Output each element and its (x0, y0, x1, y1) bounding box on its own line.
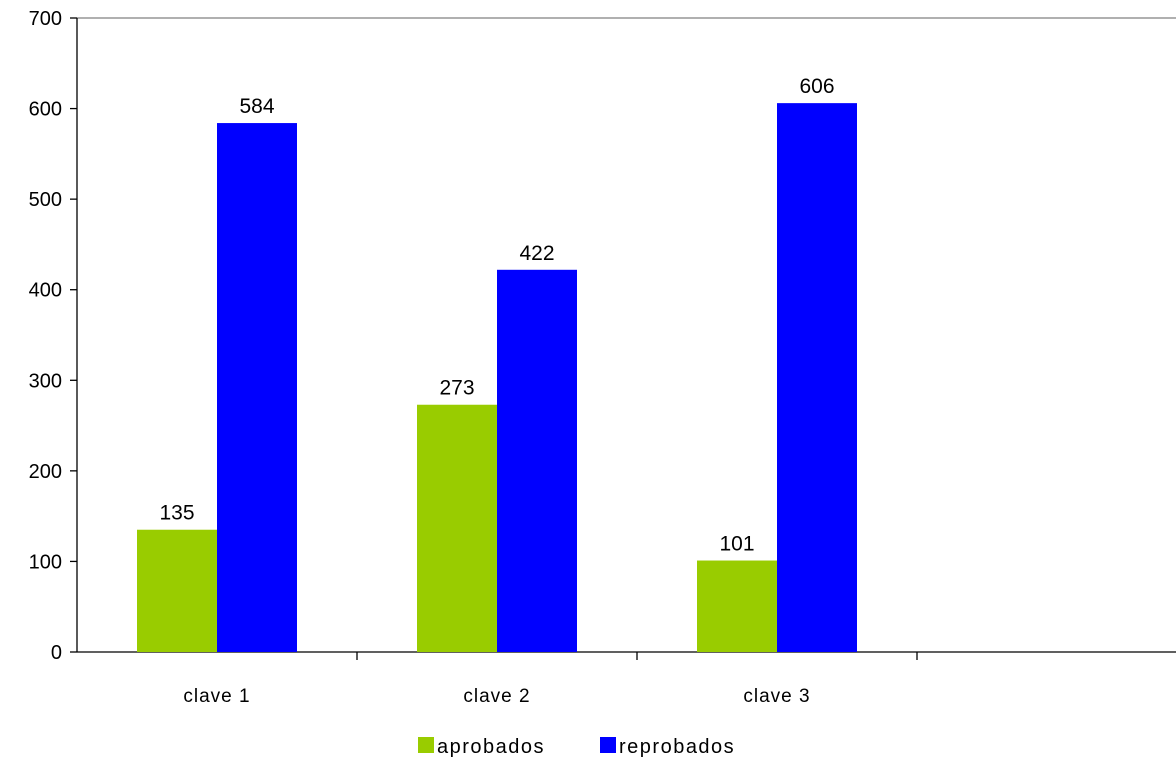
data-label-aprobados: 101 (719, 533, 754, 556)
legend: aprobados reprobados (418, 736, 735, 758)
x-category-label: clave 2 (463, 686, 530, 707)
y-tick-label: 200 (29, 461, 62, 483)
x-category-label: clave 3 (743, 686, 810, 707)
data-label-aprobados: 135 (159, 502, 194, 525)
data-labels: 135 273 101 584 422 606 (159, 75, 834, 555)
y-tick-label: 400 (29, 280, 62, 302)
axes: 0 100 200 300 400 500 600 700 clave 1 clave 2 clav… (29, 8, 1176, 707)
legend-label-reprobados: reprobados (619, 736, 735, 758)
y-tick-label: 700 (29, 8, 62, 30)
y-tick-label: 100 (29, 551, 62, 573)
data-label-aprobados: 273 (439, 377, 474, 400)
data-label-reprobados: 422 (519, 242, 554, 265)
bar-aprobados (417, 404, 497, 652)
bar-reprobados (217, 123, 297, 652)
y-tick-label: 300 (29, 370, 62, 392)
data-label-reprobados: 584 (239, 95, 274, 118)
y-tick-label: 600 (29, 99, 62, 121)
bars (137, 103, 857, 652)
data-label-reprobados: 606 (799, 75, 834, 98)
x-category-label: clave 1 (183, 686, 250, 707)
legend-swatch-aprobados (418, 737, 434, 753)
legend-swatch-reprobados (600, 737, 616, 753)
bar-reprobados (777, 103, 857, 652)
y-tick-label: 0 (51, 642, 62, 664)
bar-aprobados (137, 529, 217, 652)
bar-aprobados (697, 560, 777, 652)
y-tick-label: 500 (29, 189, 62, 211)
bar-reprobados (497, 269, 577, 652)
legend-label-aprobados: aprobados (437, 736, 545, 758)
